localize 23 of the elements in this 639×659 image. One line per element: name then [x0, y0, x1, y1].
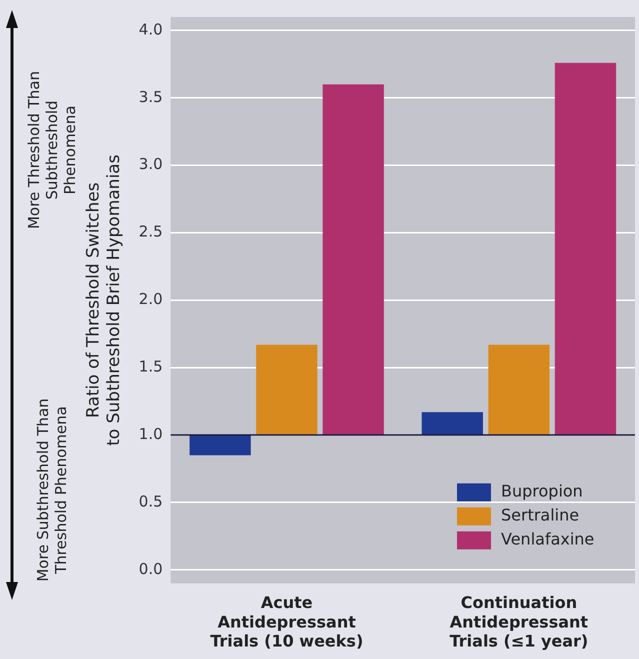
y-axis-title: Ratio of Threshold Switches to Subthreshold Brief Hypomanias: [84, 154, 124, 446]
y-tick-label: 2.5: [138, 222, 163, 241]
text: More Subthreshold Than Threshold Phenomena: [33, 397, 71, 584]
y-tick-label: 0.0: [138, 560, 163, 578]
y-tick-label: 3.0: [138, 155, 163, 174]
bar: [256, 344, 318, 436]
legend-label: Sertraline: [501, 506, 580, 525]
x-tick-label: Continuation Antidepressant Trials (≤1 year): [450, 593, 588, 651]
y-tick-label: 0.5: [138, 492, 163, 510]
y-tick-label: 2.0: [138, 290, 163, 308]
bar: [554, 62, 616, 436]
y-tick-label: 1.0: [138, 424, 163, 443]
x-tick-label: Acute Antidepressant Trials (10 weeks): [210, 593, 364, 651]
y-tick-label: 1.5: [138, 358, 163, 376]
y-tick-label: 3.5: [138, 88, 163, 106]
bar: [488, 344, 550, 436]
bar: [322, 84, 384, 436]
legend-label: Bupropion: [501, 482, 583, 501]
bar: [422, 412, 483, 436]
legend-label: Venlafaxine: [501, 530, 594, 549]
bar: [190, 435, 251, 456]
text: More Threshold Than Subthreshold Phenomena: [24, 70, 80, 232]
y-tick-label: 4.0: [138, 20, 163, 38]
